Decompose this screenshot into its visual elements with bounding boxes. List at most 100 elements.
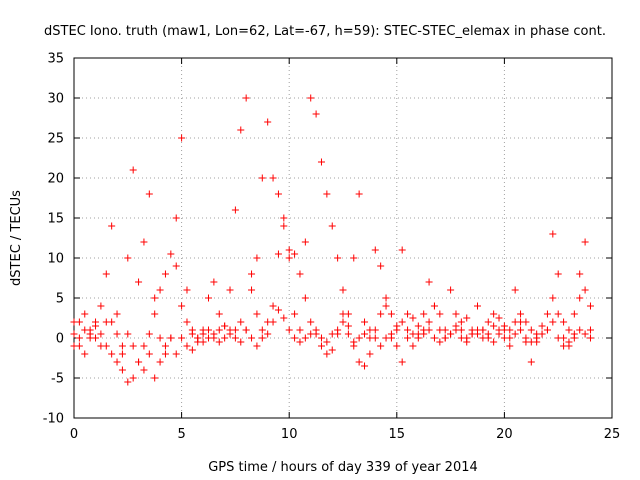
y-tick-label: 25 [47, 132, 64, 147]
data-point [339, 318, 347, 326]
data-point [371, 334, 379, 342]
data-point [237, 318, 245, 326]
data-point [484, 330, 492, 338]
data-point [172, 262, 180, 270]
data-point [75, 334, 83, 342]
data-point [398, 246, 406, 254]
x-tick-label: 5 [177, 427, 185, 442]
data-point [199, 330, 207, 338]
x-tick-label: 25 [604, 427, 621, 442]
data-point [576, 270, 584, 278]
data-point [221, 334, 229, 342]
data-point [560, 342, 568, 350]
data-point [404, 334, 412, 342]
data-point [425, 278, 433, 286]
data-point [576, 294, 584, 302]
data-point [280, 214, 288, 222]
data-point [382, 302, 390, 310]
data-point [328, 222, 336, 230]
data-point [70, 330, 78, 338]
data-point [323, 338, 331, 346]
data-point [549, 230, 557, 238]
data-point [409, 314, 417, 322]
data-point [188, 346, 196, 354]
data-point [511, 286, 519, 294]
data-point [474, 302, 481, 310]
data-point [161, 350, 169, 358]
data-point [296, 338, 304, 346]
grid [74, 58, 612, 418]
data-point [317, 334, 325, 342]
data-point [371, 246, 379, 254]
data-point [554, 270, 562, 278]
data-point [517, 326, 525, 334]
data-point [296, 326, 304, 334]
data-point [210, 334, 218, 342]
data-point [291, 310, 299, 318]
data-point [253, 254, 261, 262]
data-point [124, 330, 132, 338]
data-point [183, 342, 191, 350]
data-point [70, 318, 78, 326]
data-point [511, 330, 519, 338]
data-point [269, 302, 277, 310]
data-point [414, 334, 422, 342]
data-point [215, 338, 223, 346]
data-point [382, 334, 390, 342]
data-point [301, 294, 309, 302]
data-point [108, 222, 116, 230]
data-point [161, 342, 169, 350]
data-point [237, 338, 245, 346]
data-point [199, 338, 207, 346]
data-point [205, 326, 212, 334]
data-point [178, 334, 186, 342]
data-point [387, 310, 395, 318]
data-point [194, 334, 202, 342]
data-point [264, 330, 272, 338]
y-tick-label: 5 [56, 292, 64, 307]
data-point [102, 342, 110, 350]
data-point [253, 342, 261, 350]
data-point [102, 270, 110, 278]
data-point [258, 334, 266, 342]
data-point [398, 318, 406, 326]
data-point [323, 190, 331, 198]
y-tick-label: 0 [56, 332, 64, 347]
data-point [156, 334, 164, 342]
data-point [215, 310, 223, 318]
data-point [231, 326, 239, 334]
data-point [576, 326, 584, 334]
data-point [317, 342, 325, 350]
data-point [92, 318, 100, 326]
data-point [135, 358, 143, 366]
data-point [447, 286, 455, 294]
data-point [393, 342, 401, 350]
data-point [490, 338, 498, 346]
data-point [361, 330, 369, 338]
x-tick-label: 20 [496, 427, 513, 442]
data-point [452, 310, 460, 318]
data-point [549, 294, 557, 302]
data-point [113, 310, 121, 318]
chart-title: dSTEC Iono. truth (maw1, Lon=62, Lat=-67… [44, 24, 606, 39]
data-point [280, 222, 288, 230]
data-point [377, 310, 385, 318]
data-point [355, 190, 363, 198]
data-point [447, 330, 455, 338]
data-point [291, 334, 299, 342]
data-point [102, 318, 110, 326]
data-point [474, 326, 481, 334]
data-point [344, 330, 352, 338]
data-point [506, 342, 514, 350]
data-point [517, 310, 525, 318]
x-tick-label: 0 [70, 427, 78, 442]
data-point [436, 326, 444, 334]
data-point [145, 190, 153, 198]
data-point [205, 294, 212, 302]
data-point [269, 174, 277, 182]
data-point [517, 318, 525, 326]
data-point [124, 254, 132, 262]
data-point [172, 214, 180, 222]
data-point [425, 318, 433, 326]
data-point [549, 318, 557, 326]
